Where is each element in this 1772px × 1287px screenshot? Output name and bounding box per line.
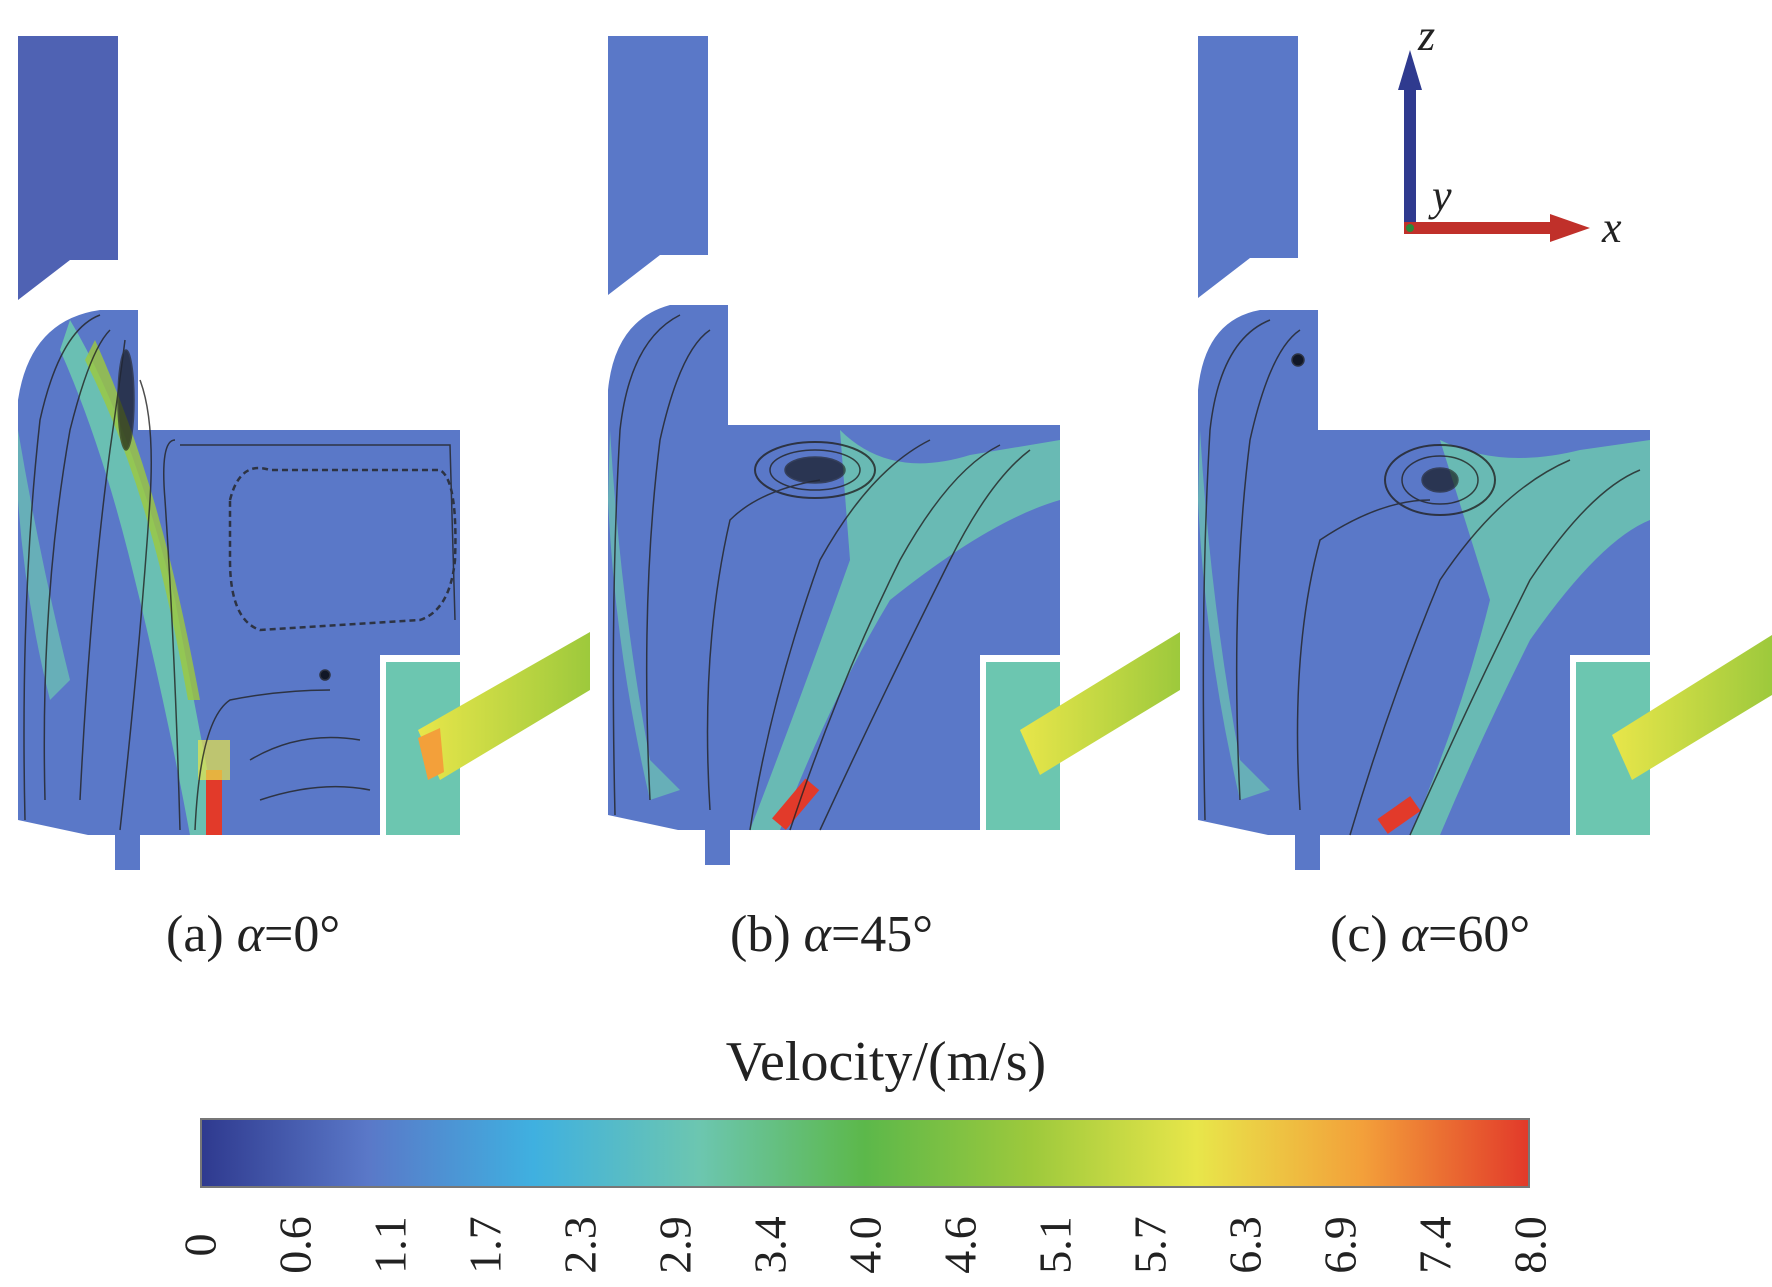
streamlines xyxy=(1202,319,1641,836)
caption-a: (a) α=0° xyxy=(166,905,340,964)
colorbar-tick-label: 5.1 xyxy=(1029,1216,1081,1274)
streamlines xyxy=(612,314,1031,831)
colorbar-tick-label: 1.7 xyxy=(459,1216,511,1274)
x-axis-label: x xyxy=(1602,203,1622,252)
upper-duct xyxy=(608,36,708,295)
colorbar-tick-label: 4.0 xyxy=(839,1216,891,1274)
velocity-band xyxy=(750,430,1060,830)
jet-halo-a xyxy=(198,740,230,780)
flow-field-b xyxy=(608,36,1180,865)
colorbar-tick: 3.4 xyxy=(730,1205,810,1285)
caption-a-letter: (a) xyxy=(166,906,224,963)
colorbar-tick-label: 3.4 xyxy=(744,1216,796,1274)
colorbar-tick: 0.6 xyxy=(255,1205,335,1285)
left-wall-band xyxy=(608,430,680,800)
colorbar-tick-label: 1.1 xyxy=(364,1216,416,1274)
colorbar-tick: 1.7 xyxy=(445,1205,525,1285)
colorbar-tick: 2.9 xyxy=(635,1205,715,1285)
y-axis-origin xyxy=(1406,224,1414,232)
jet-nozzle-b xyxy=(772,778,820,830)
caption-b-alpha: α xyxy=(803,906,831,963)
coordinate-axes: z y x xyxy=(1390,11,1650,260)
chamber xyxy=(1198,310,1650,870)
flow-field-c xyxy=(1198,36,1772,870)
colorbar-tick-label: 8.0 xyxy=(1504,1216,1556,1274)
inlet-pipe xyxy=(1020,632,1180,775)
jet-nozzle-a xyxy=(206,770,222,835)
inlet-pipe xyxy=(1612,635,1772,780)
colorbar-tick: 7.4 xyxy=(1395,1205,1475,1285)
inlet-pipe xyxy=(418,632,590,780)
colorbar-tick: 6.3 xyxy=(1205,1205,1285,1285)
caption-c: (c) α=60° xyxy=(1330,905,1530,964)
caption-b-letter: (b) xyxy=(730,906,791,963)
colorbar-tick-label: 7.4 xyxy=(1409,1216,1461,1274)
colorbar-tick-label: 6.9 xyxy=(1314,1216,1366,1274)
colorbar-tick-label: 5.7 xyxy=(1124,1216,1176,1274)
colorbar-tick-label: 2.3 xyxy=(554,1216,606,1274)
flow-field-a xyxy=(18,36,590,870)
caption-b-value: =45° xyxy=(830,906,934,963)
colorbar-tick: 5.7 xyxy=(1110,1205,1190,1285)
caption-c-value: =60° xyxy=(1428,906,1531,963)
velocity-band xyxy=(60,320,220,835)
jet-nozzle-c xyxy=(1377,796,1421,834)
axes-arrows xyxy=(1398,50,1590,242)
inlet-hotspot xyxy=(418,728,444,780)
colorbar-tick-label: 2.9 xyxy=(649,1216,701,1274)
panel-a: (a) α=0° xyxy=(0,0,590,963)
upper-duct xyxy=(18,36,118,300)
z-axis-arrow xyxy=(1404,80,1416,230)
z-axis-head xyxy=(1398,50,1422,90)
colorbar-tick: 8.0 xyxy=(1490,1205,1570,1285)
panel-b: (b) α=45° xyxy=(590,0,1180,963)
colorbar-tick: 4.0 xyxy=(825,1205,905,1285)
caption-c-letter: (c) xyxy=(1330,906,1388,963)
caption-a-alpha: α xyxy=(236,906,265,963)
y-axis-label: y xyxy=(1432,171,1452,220)
colorbar-tick: 0 xyxy=(160,1205,240,1285)
colorbar-tick-label: 0 xyxy=(174,1233,226,1257)
caption-c-alpha: α xyxy=(1400,906,1429,963)
upper-duct xyxy=(1198,36,1298,298)
colorbar-tick-label: 6.3 xyxy=(1219,1216,1271,1274)
colorbar-tick: 1.1 xyxy=(350,1205,430,1285)
streamlines xyxy=(23,314,457,831)
colorbar-title: Velocity/(m/s) xyxy=(725,1031,1047,1093)
chamber xyxy=(608,305,1060,865)
left-wall-band xyxy=(18,430,70,700)
colorbar xyxy=(200,1118,1530,1188)
colorbar-tick: 4.6 xyxy=(920,1205,1000,1285)
colorbar-tick-label: 4.6 xyxy=(934,1216,986,1274)
z-axis-label: z xyxy=(1418,11,1436,60)
left-wall-band xyxy=(1198,430,1270,800)
colorbar-tick-label: 0.6 xyxy=(269,1216,321,1274)
x-axis-arrow xyxy=(1404,222,1554,234)
caption-a-value: =0° xyxy=(264,906,341,963)
x-axis-head xyxy=(1550,214,1590,242)
colorbar-tick: 6.9 xyxy=(1300,1205,1380,1285)
caption-b: (b) α=45° xyxy=(730,905,933,964)
colorbar-tick: 2.3 xyxy=(540,1205,620,1285)
colorbar-tick: 5.1 xyxy=(1015,1205,1095,1285)
panel-c: (c) α=60° xyxy=(1180,0,1772,963)
velocity-band xyxy=(1410,440,1650,835)
